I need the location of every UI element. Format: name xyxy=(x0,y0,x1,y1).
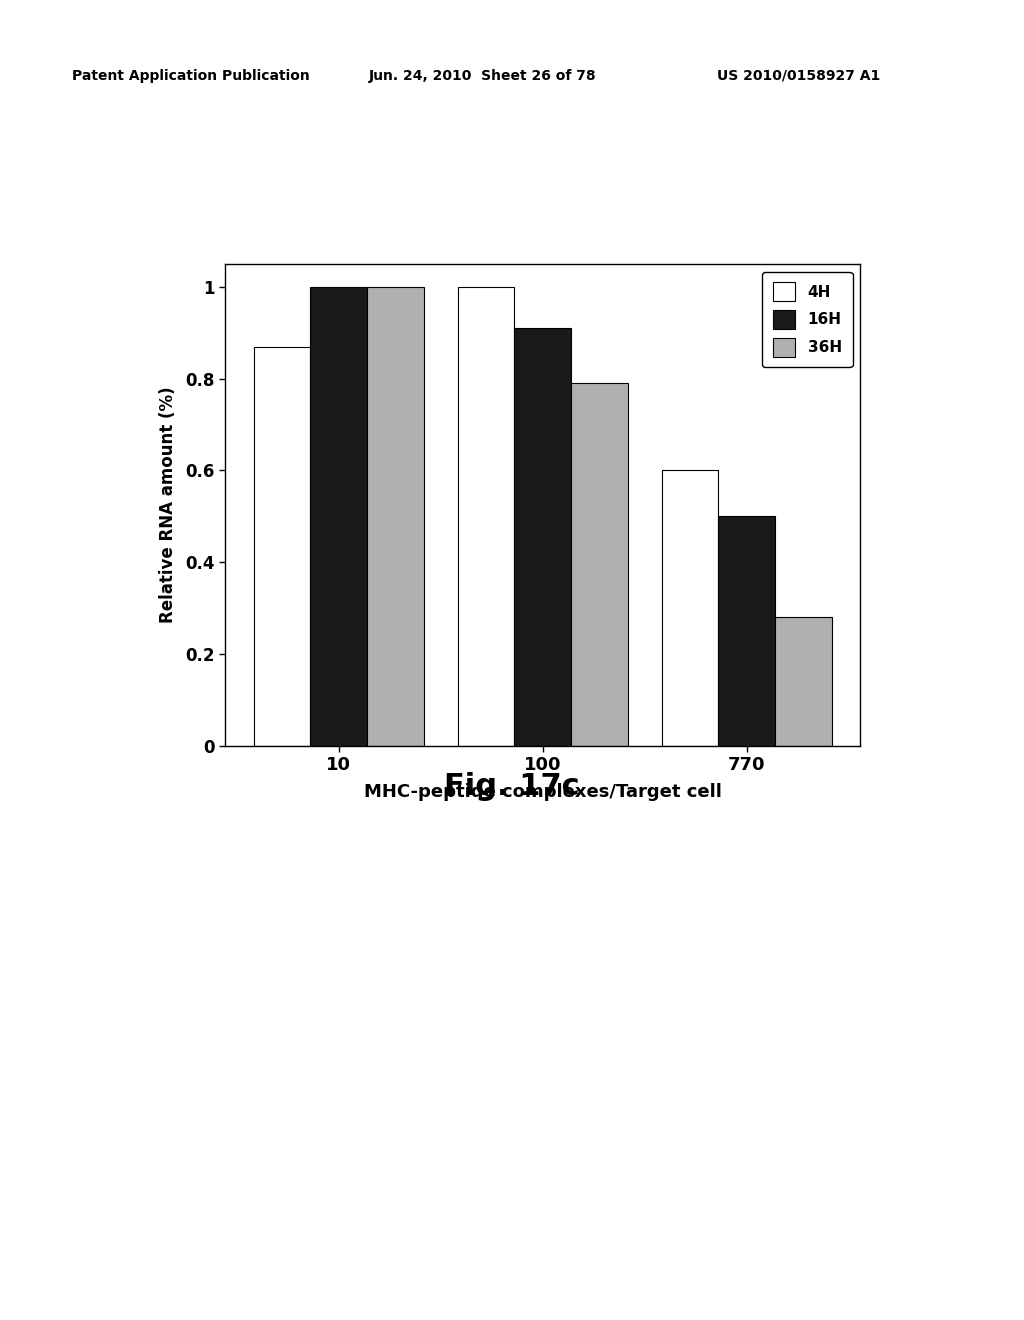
Y-axis label: Relative RNA amount (%): Relative RNA amount (%) xyxy=(159,387,177,623)
Bar xyxy=(662,470,719,746)
Bar xyxy=(571,383,628,746)
Legend: 4H, 16H, 36H: 4H, 16H, 36H xyxy=(762,272,853,367)
X-axis label: MHC-peptide complexes/Target cell: MHC-peptide complexes/Target cell xyxy=(364,783,722,800)
Text: US 2010/0158927 A1: US 2010/0158927 A1 xyxy=(717,69,880,83)
Bar xyxy=(310,286,367,746)
Text: Fig. 17c: Fig. 17c xyxy=(444,772,580,801)
Bar xyxy=(254,347,310,746)
Bar xyxy=(775,618,831,746)
Bar xyxy=(719,516,775,746)
Bar xyxy=(367,286,424,746)
Text: Jun. 24, 2010  Sheet 26 of 78: Jun. 24, 2010 Sheet 26 of 78 xyxy=(369,69,596,83)
Text: Patent Application Publication: Patent Application Publication xyxy=(72,69,309,83)
Bar xyxy=(458,286,514,746)
Bar xyxy=(514,329,571,746)
